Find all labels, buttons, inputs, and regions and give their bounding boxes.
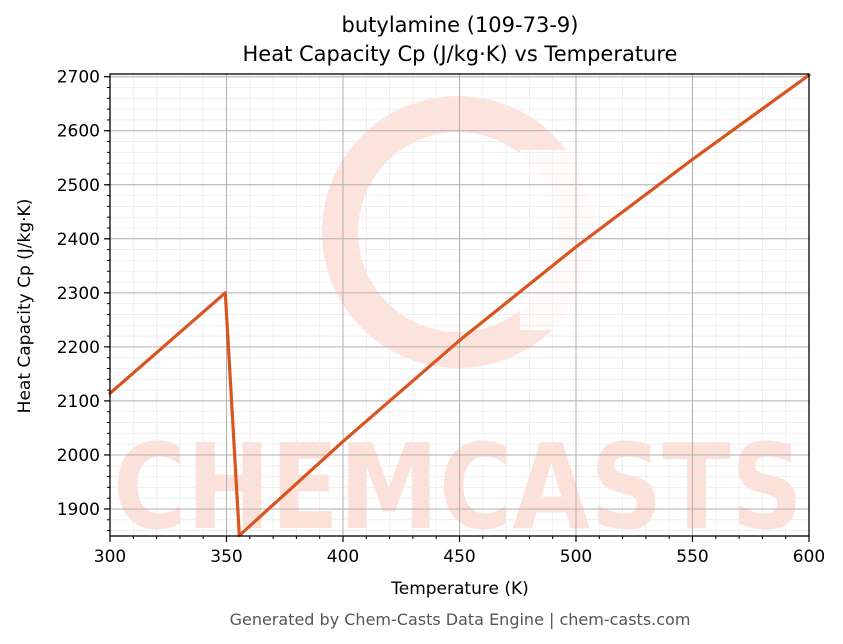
y-axis-label: Heat Capacity Cp (J/kg·K): [15, 199, 35, 414]
y-tick-label: 2600: [57, 122, 100, 142]
x-tick-label: 350: [210, 547, 242, 567]
x-tick-label: 300: [94, 547, 126, 567]
x-tick-label: 500: [560, 547, 592, 567]
y-tick-label: 2100: [57, 392, 100, 412]
x-tick-label: 550: [676, 547, 708, 567]
x-axis-label: Temperature (K): [390, 579, 529, 599]
y-tick-label: 2300: [57, 284, 100, 304]
plot-area: [108, 73, 811, 538]
y-tick-label: 2400: [57, 230, 100, 250]
chart-subtitle: Heat Capacity Cp (J/kg·K) vs Temperature: [243, 42, 678, 66]
x-tick-label: 450: [443, 547, 475, 567]
y-tick-label: 2000: [57, 446, 100, 466]
y-tick-label: 1900: [57, 500, 100, 520]
x-axis: 300 350 400 450 500 550 600: [94, 536, 825, 567]
footer-credit: Generated by Chem-Casts Data Engine | ch…: [230, 610, 691, 629]
series-line: [108, 73, 811, 538]
y-tick-label: 2500: [57, 176, 100, 196]
x-tick-label: 600: [793, 547, 825, 567]
x-tick-label: 400: [327, 547, 359, 567]
y-tick-label: 2700: [57, 68, 100, 88]
y-axis: 1900 2000 2100 2200 2300 2400 2500 2600 2700: [57, 68, 110, 532]
chart-title: butylamine (109-73-9): [342, 13, 579, 37]
y-tick-label: 2200: [57, 338, 100, 358]
